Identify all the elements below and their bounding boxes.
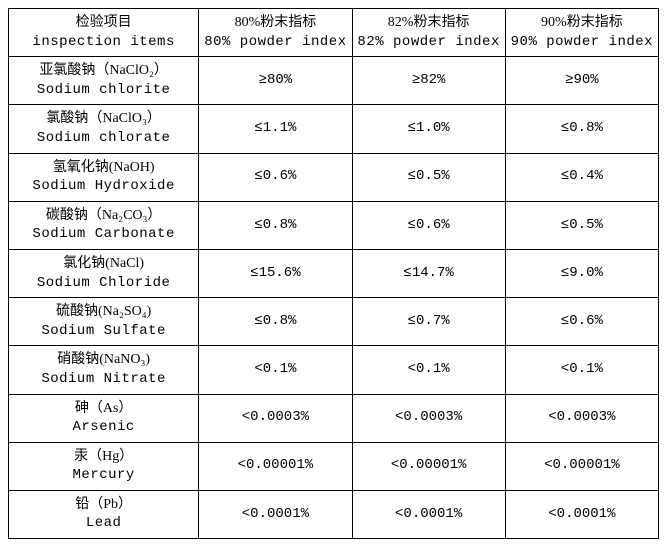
- table-row: 铅（Pb）Lead<0.0001%<0.0001%<0.0001%: [9, 490, 659, 538]
- value-cell: ≤0.6%: [352, 201, 505, 249]
- value-cell: ≤0.5%: [505, 201, 658, 249]
- item-cn: 汞（Hg）: [11, 447, 196, 467]
- header-row: 检验项目 inspection items 80%粉末指标 80% powder…: [9, 9, 659, 57]
- header-en: 80% powder index: [201, 33, 349, 53]
- item-en: Sodium Hydroxide: [11, 177, 196, 197]
- item-cn: 亚氯酸钠（NaClO₂）: [11, 61, 196, 81]
- table-row: 氢氧化钠(NaOH)Sodium Hydroxide≤0.6%≤0.5%≤0.4…: [9, 153, 659, 201]
- header-inspection-items: 检验项目 inspection items: [9, 9, 199, 57]
- item-en: Sodium Carbonate: [11, 225, 196, 245]
- header-82-powder: 82%粉末指标 82% powder index: [352, 9, 505, 57]
- value-cell: <0.00001%: [352, 442, 505, 490]
- value-cell: <0.0003%: [505, 394, 658, 442]
- item-cell: 氯化钠(NaCl)Sodium Chloride: [9, 249, 199, 297]
- value-cell: ≤1.0%: [352, 105, 505, 153]
- header-cn: 检验项目: [11, 13, 196, 33]
- table-row: 硝酸钠(NaNO₃)Sodium Nitrate<0.1%<0.1%<0.1%: [9, 346, 659, 394]
- item-en: Sodium chlorite: [11, 81, 196, 101]
- table-row: 氯化钠(NaCl)Sodium Chloride≤15.6%≤14.7%≤9.0…: [9, 249, 659, 297]
- table-body: 亚氯酸钠（NaClO₂）Sodium chlorite≥80%≥82%≥90%氯…: [9, 57, 659, 539]
- value-cell: <0.1%: [199, 346, 352, 394]
- item-en: Lead: [11, 514, 196, 534]
- value-cell: <0.00001%: [505, 442, 658, 490]
- item-cell: 砷（As）Arsenic: [9, 394, 199, 442]
- item-cell: 亚氯酸钠（NaClO₂）Sodium chlorite: [9, 57, 199, 105]
- item-cell: 硫酸钠(Na₂SO₄)Sodium Sulfate: [9, 298, 199, 346]
- value-cell: ≤0.4%: [505, 153, 658, 201]
- value-cell: ≤0.8%: [199, 298, 352, 346]
- item-cn: 铅（Pb）: [11, 495, 196, 515]
- value-cell: ≤0.5%: [352, 153, 505, 201]
- value-cell: <0.0001%: [352, 490, 505, 538]
- header-cn: 80%粉末指标: [201, 13, 349, 33]
- value-cell: ≤0.7%: [352, 298, 505, 346]
- header-cn: 90%粉末指标: [508, 13, 656, 33]
- item-en: Sodium Sulfate: [11, 322, 196, 342]
- item-en: Mercury: [11, 466, 196, 486]
- value-cell: ≥80%: [199, 57, 352, 105]
- value-cell: <0.1%: [352, 346, 505, 394]
- item-en: Sodium Chloride: [11, 274, 196, 294]
- item-cn: 氯化钠(NaCl): [11, 254, 196, 274]
- header-80-powder: 80%粉末指标 80% powder index: [199, 9, 352, 57]
- item-cell: 碳酸钠（Na₂CO₃）Sodium Carbonate: [9, 201, 199, 249]
- item-cn: 碳酸钠（Na₂CO₃）: [11, 206, 196, 226]
- table-row: 氯酸钠（NaClO₃）Sodium chlorate≤1.1%≤1.0%≤0.8…: [9, 105, 659, 153]
- table-row: 砷（As）Arsenic<0.0003%<0.0003%<0.0003%: [9, 394, 659, 442]
- item-cell: 氢氧化钠(NaOH)Sodium Hydroxide: [9, 153, 199, 201]
- value-cell: ≤15.6%: [199, 249, 352, 297]
- value-cell: <0.0003%: [199, 394, 352, 442]
- value-cell: ≤14.7%: [352, 249, 505, 297]
- spec-table: 检验项目 inspection items 80%粉末指标 80% powder…: [8, 8, 659, 539]
- item-cell: 汞（Hg）Mercury: [9, 442, 199, 490]
- item-cell: 氯酸钠（NaClO₃）Sodium chlorate: [9, 105, 199, 153]
- table-row: 硫酸钠(Na₂SO₄)Sodium Sulfate≤0.8%≤0.7%≤0.6%: [9, 298, 659, 346]
- header-90-powder: 90%粉末指标 90% powder index: [505, 9, 658, 57]
- value-cell: ≥90%: [505, 57, 658, 105]
- item-cn: 氯酸钠（NaClO₃）: [11, 109, 196, 129]
- value-cell: ≤0.6%: [199, 153, 352, 201]
- value-cell: <0.0001%: [199, 490, 352, 538]
- table-row: 亚氯酸钠（NaClO₂）Sodium chlorite≥80%≥82%≥90%: [9, 57, 659, 105]
- value-cell: <0.0001%: [505, 490, 658, 538]
- item-cell: 铅（Pb）Lead: [9, 490, 199, 538]
- value-cell: <0.00001%: [199, 442, 352, 490]
- table-row: 汞（Hg）Mercury<0.00001%<0.00001%<0.00001%: [9, 442, 659, 490]
- item-en: Sodium chlorate: [11, 129, 196, 149]
- value-cell: <0.1%: [505, 346, 658, 394]
- value-cell: ≤0.8%: [505, 105, 658, 153]
- item-cn: 氢氧化钠(NaOH): [11, 158, 196, 178]
- header-en: inspection items: [11, 33, 196, 53]
- item-cn: 砷（As）: [11, 399, 196, 419]
- header-en: 82% powder index: [355, 33, 503, 53]
- value-cell: ≤0.8%: [199, 201, 352, 249]
- header-en: 90% powder index: [508, 33, 656, 53]
- value-cell: ≤9.0%: [505, 249, 658, 297]
- item-cn: 硝酸钠(NaNO₃): [11, 350, 196, 370]
- value-cell: ≥82%: [352, 57, 505, 105]
- item-en: Arsenic: [11, 418, 196, 438]
- value-cell: <0.0003%: [352, 394, 505, 442]
- table-row: 碳酸钠（Na₂CO₃）Sodium Carbonate≤0.8%≤0.6%≤0.…: [9, 201, 659, 249]
- item-cell: 硝酸钠(NaNO₃)Sodium Nitrate: [9, 346, 199, 394]
- header-cn: 82%粉末指标: [355, 13, 503, 33]
- value-cell: ≤1.1%: [199, 105, 352, 153]
- value-cell: ≤0.6%: [505, 298, 658, 346]
- item-cn: 硫酸钠(Na₂SO₄): [11, 302, 196, 322]
- item-en: Sodium Nitrate: [11, 370, 196, 390]
